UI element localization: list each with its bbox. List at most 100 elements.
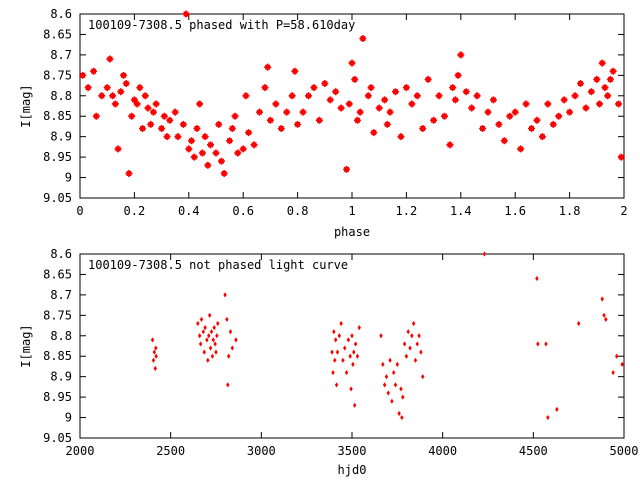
data-point-arms: [343, 165, 351, 173]
data-point: [620, 361, 624, 367]
y-tick-label: 8.9: [50, 370, 72, 384]
y-tick-label: 9.05: [43, 191, 72, 205]
data-point-arms: [576, 80, 584, 88]
data-point-arms: [392, 88, 400, 96]
data-point-arms: [326, 96, 334, 104]
y-ticks: 8.6 8.65 8.7 8.75 8.8 8.85 8.9 8.95 9 9.05: [43, 7, 624, 205]
data-point: [216, 320, 220, 327]
data-point-arms: [332, 88, 340, 96]
data-point-arms: [353, 116, 361, 124]
data-point-arms: [133, 100, 141, 108]
data-point: [393, 382, 398, 388]
data-point-arms: [79, 71, 87, 79]
data-point: [346, 337, 351, 343]
data-point-arms: [144, 104, 152, 112]
data-point-arms: [440, 112, 448, 120]
data-point-arms: [500, 137, 508, 145]
data-point: [197, 333, 202, 339]
data-point: [196, 320, 200, 327]
data-point-arms: [402, 84, 410, 92]
data-point: [344, 369, 349, 376]
phased-light-curve-chart: 0 0.2 0.4 0.6 0.8 1 1.2 1.4 1.6 1.8 2 8.68.658.78.…: [19, 7, 628, 239]
data-point-arms: [606, 75, 614, 83]
data-point: [226, 353, 231, 359]
data-point-arms: [277, 124, 285, 132]
data-point-arms: [430, 116, 438, 124]
y-tick-label: 8.95: [43, 390, 72, 404]
data-point-arms: [435, 92, 443, 100]
x-tick-label: 1.2: [396, 204, 418, 218]
data-point-arms: [582, 104, 590, 112]
data-point-arms: [147, 120, 155, 128]
data-point-arms: [528, 124, 536, 132]
data-point: [201, 329, 206, 335]
data-point-arms: [245, 129, 253, 137]
data-point: [226, 382, 230, 388]
data-point: [615, 353, 619, 359]
data-point: [343, 345, 347, 351]
data-point-arms: [383, 120, 391, 128]
data-point: [413, 357, 418, 363]
data-point: [207, 333, 211, 339]
data-point-arms: [375, 104, 383, 112]
y-tick-label: 8.8: [50, 329, 72, 343]
data-point: [395, 361, 400, 367]
data-point: [230, 345, 235, 351]
data-point-arms: [479, 124, 487, 132]
data-point-arms: [212, 149, 220, 157]
y-tick-label: 9: [65, 171, 72, 185]
data-point: [406, 329, 410, 335]
data-point: [348, 353, 352, 359]
data-point-arms: [217, 157, 225, 165]
x-tick-label: 4000: [428, 444, 457, 458]
data-point-arms: [604, 92, 612, 100]
data-point-arms: [136, 84, 144, 92]
data-point-arms: [291, 67, 299, 75]
data-point: [536, 341, 540, 347]
data-point-arms: [367, 84, 375, 92]
data-point-arms: [457, 51, 465, 59]
data-point-arms: [489, 96, 497, 104]
data-point-arms: [166, 116, 174, 124]
x-tick-label: 0: [76, 204, 83, 218]
data-point-arms: [92, 112, 100, 120]
y-tick-label: 8.95: [43, 150, 72, 164]
data-point: [379, 333, 383, 339]
data-point-arms: [517, 145, 525, 153]
data-point: [349, 386, 353, 392]
chart-title: 100109-7308.5 phased with P=58.610day: [88, 18, 355, 32]
data-point-arms: [495, 120, 503, 128]
data-point-arms: [120, 71, 128, 79]
data-point: [214, 349, 218, 355]
x-tick-label: 2500: [156, 444, 185, 458]
data-point-arms: [473, 92, 481, 100]
data-point: [213, 341, 217, 347]
data-point-arms: [182, 10, 190, 18]
x-tick-label: 3500: [338, 444, 367, 458]
data-point: [386, 390, 390, 396]
data-point-arms: [171, 108, 179, 116]
data-point-arms: [196, 100, 204, 108]
data-point: [212, 325, 216, 331]
data-point-arms: [261, 84, 269, 92]
data-point: [482, 251, 487, 257]
data-point: [331, 369, 335, 376]
x-axis-label: hjd0: [338, 463, 367, 477]
data-point-arms: [264, 63, 272, 71]
data-point-arms: [617, 153, 625, 161]
data-point-arms: [454, 71, 462, 79]
data-point-arms: [609, 67, 617, 75]
data-point: [333, 357, 337, 363]
data-point-arms: [506, 112, 514, 120]
data-point-arms: [226, 137, 234, 145]
data-point: [209, 329, 214, 335]
y-tick-label: 8.75: [43, 308, 72, 322]
data-point: [411, 320, 416, 327]
data-point-arms: [321, 80, 329, 88]
data-point: [153, 365, 157, 372]
data-point-arms: [587, 88, 595, 96]
data-point: [225, 316, 229, 323]
data-point-arms: [185, 145, 193, 153]
data-point-arms: [462, 88, 470, 96]
